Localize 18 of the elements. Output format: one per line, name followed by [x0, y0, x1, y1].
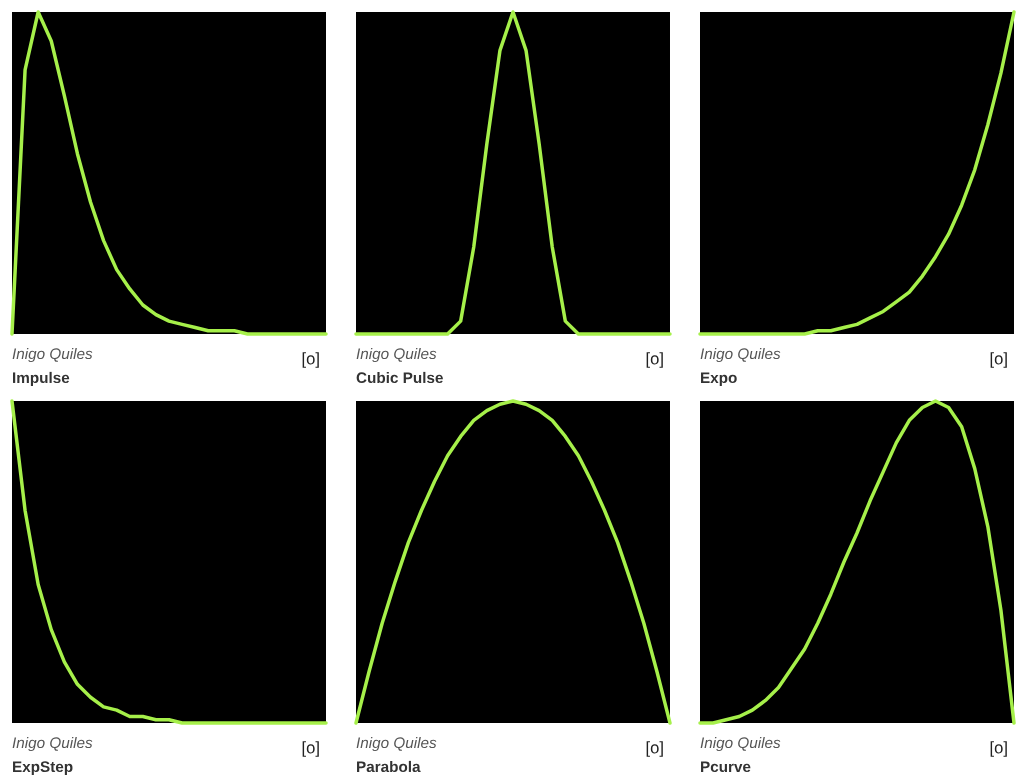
text: [o] — [302, 352, 319, 368]
text: Impulse — [13, 371, 70, 387]
text: Cubic Pulse — [356, 371, 443, 384]
text: Inigo Quiles — [356, 736, 437, 752]
text: [o] — [646, 352, 663, 368]
text: [o] — [302, 741, 319, 757]
text: Inigo Quiles — [12, 347, 93, 363]
text: Inigo Quiles — [12, 736, 93, 752]
text: ExpStep — [13, 761, 73, 776]
text: [o] — [990, 352, 1007, 368]
text: Parabola — [357, 760, 421, 773]
text: Pcurve — [701, 761, 751, 773]
text: Inigo Quiles — [700, 347, 781, 363]
text: Inigo Quiles — [700, 736, 781, 752]
text: Inigo Quiles — [356, 347, 437, 363]
text: Expo — [701, 372, 737, 387]
text: [o] — [990, 741, 1007, 757]
text: [o] — [646, 741, 663, 757]
